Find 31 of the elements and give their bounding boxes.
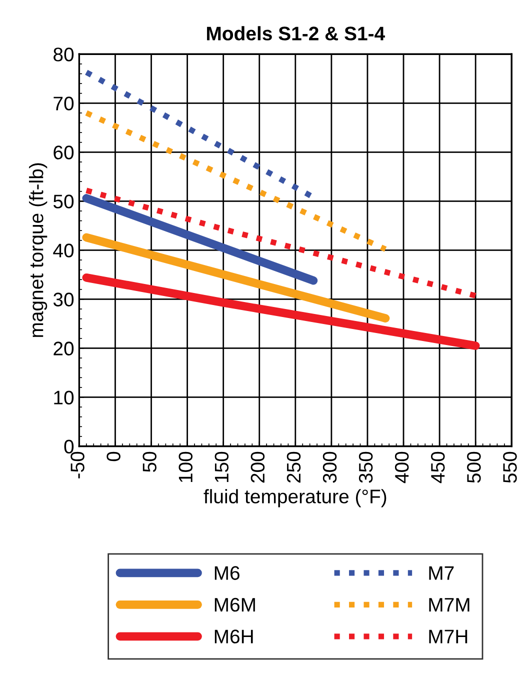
y-tick-label: 70 <box>54 96 74 110</box>
x-tick-label: -50 <box>70 452 84 478</box>
chart-title: Models S1-2 & S1-4 <box>207 26 385 40</box>
x-tick-label: 200 <box>250 452 265 483</box>
x-tick-label: 450 <box>431 452 445 484</box>
x-tick-label: 250 <box>286 452 301 483</box>
legend-label: M6 <box>214 566 240 580</box>
x-tick-label: 350 <box>358 452 373 483</box>
x-tick-label: 150 <box>214 452 229 482</box>
y-tick-label: 40 <box>53 244 74 258</box>
x-tick-label: 100 <box>178 452 193 482</box>
legend-label: M6H <box>214 630 253 644</box>
y-tick-label: 20 <box>54 342 74 356</box>
y-tick-label: 30 <box>53 292 74 306</box>
x-tick-label: 50 <box>142 452 156 472</box>
legend-label: M7 <box>429 566 454 580</box>
legend-label: M7H <box>429 630 468 644</box>
legend-label: M7M <box>429 598 470 612</box>
x-tick-label: 550 <box>503 452 517 483</box>
legend-label: M6M <box>214 598 255 612</box>
y-axis-title: magnet torque (ft-lb) <box>29 163 48 337</box>
x-axis-title: fluid temperature (°F) <box>204 489 386 508</box>
y-tick-label: 60 <box>54 146 74 160</box>
y-tick-label: 50 <box>53 194 74 208</box>
x-tick-label: 400 <box>394 452 409 484</box>
x-tick-label: 300 <box>322 452 337 483</box>
y-tick-label: 0 <box>64 440 74 454</box>
y-tick-label: 10 <box>54 390 74 404</box>
x-tick-label: 500 <box>467 452 481 483</box>
y-tick-label: 80 <box>54 48 74 62</box>
x-tick-label: 0 <box>106 452 120 462</box>
